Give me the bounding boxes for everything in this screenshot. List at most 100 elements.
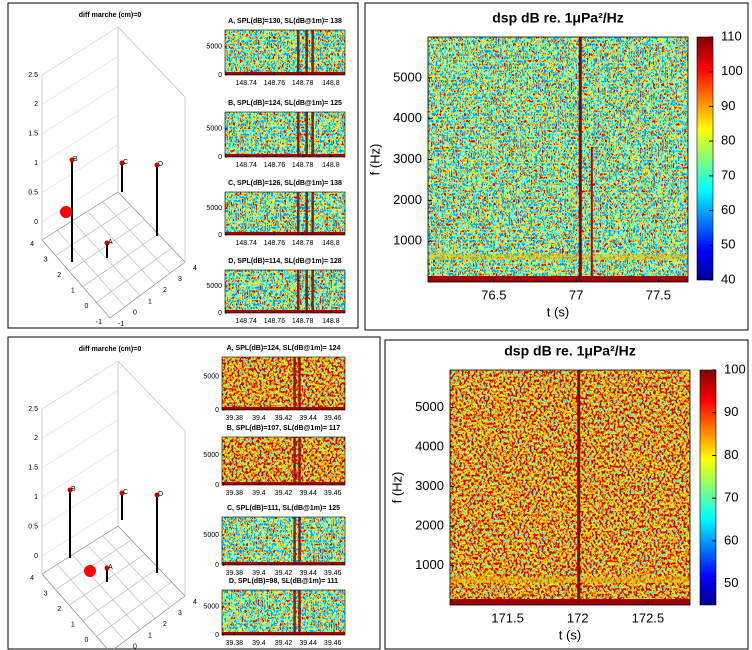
scene-edge [117,191,186,263]
colorbar-tick-label: 50 [721,237,735,252]
z-grid-line [41,507,119,557]
colorbar-tick-label: 100 [724,361,746,376]
y-tick-label: 1000 [393,233,422,248]
hydrophone-label: D [158,161,163,168]
spectrogram-title: D, SPL(dB)=114, SL(dB@1m)= 128 [228,258,342,265]
axes-box [224,269,346,314]
x-tick-label: 39.44 [299,490,317,497]
spectrogram [222,517,345,565]
hydrophone [69,157,75,163]
low-band [225,72,345,75]
click [298,590,301,635]
scene-edge [87,210,156,285]
y-tick-label: 2 [163,621,167,628]
spectrogram-title: D, SPL(dB)=98, SL(dB@1m)= 111 [229,578,338,585]
colorbar-tick-label: 100 [721,63,743,78]
x-tick-label: 39.38 [226,570,244,577]
y-tick-label: 0 [133,310,137,317]
scene-edge [87,544,156,619]
x-tick-label: 172 [567,610,589,625]
x-tick-label: 3 [44,590,48,597]
axes-box [224,111,346,158]
click [297,270,300,313]
colorbar-tick-label: 50 [724,575,738,590]
y-tick-label: 4 [193,265,197,272]
x-tick-label: 2 [57,272,61,279]
hydrophone [119,160,125,166]
click [305,192,308,235]
z-tick-label: 1.5 [28,465,38,472]
z-grid-line [41,173,119,223]
spectrogram [450,370,690,605]
z-tick-label: 1 [34,494,38,501]
scene-edge [41,525,119,575]
scene-edge [117,525,186,597]
click [293,357,296,410]
hydrophone-label: B [71,486,76,493]
x-tick-label: 4 [30,575,34,582]
spectrogram [225,112,345,157]
spectrogram-title: C, SPL(dB)=111, SL(dB@1m)= 125 [227,505,340,512]
source [84,565,96,577]
source [60,206,72,218]
click [590,147,593,282]
scene-edge [41,573,109,650]
z-tick-label: 2.5 [28,72,38,79]
y-axis-label: f (Hz) [389,472,404,504]
click [293,517,296,565]
y-tick-label: 5000 [203,452,219,459]
x-tick-label: 39.4 [252,640,266,647]
colorbar-tick-label: 110 [721,28,742,43]
scene-edge [55,539,132,590]
y-tick-label: 5000 [203,374,219,381]
low-band [225,310,345,313]
y-tick-label: 0 [218,72,222,79]
x-tick-label: 148.78 [292,162,314,169]
x-tick-label: 39.38 [226,640,244,647]
y-tick-label: 5000 [206,44,222,51]
x-axis-label: t (s) [559,627,581,642]
z-grid-line [41,144,119,193]
colorbar [696,36,714,281]
x-tick-label: 76.5 [481,287,506,302]
x-tick-label: 39.46 [324,490,342,497]
click [293,437,296,485]
click [311,30,314,75]
y-tick-label: 0 [218,310,222,317]
z-grid-line [41,360,119,410]
x-tick-label: 148.76 [264,318,286,325]
panel-border [364,2,749,331]
z-tick-label: 0.5 [28,189,38,196]
scene-edge [109,261,186,319]
x-tick-label: 39.46 [324,570,342,577]
x-tick-label: 148.8 [322,80,340,87]
plot-title: dsp dB re. 1μPa²/Hz [492,10,623,26]
click [577,370,581,605]
scene-title: diff marche (cm)=0 [79,12,142,19]
y-tick-label: 4 [193,599,197,606]
x-tick-label: 148.78 [292,318,314,325]
x-tick-label: 39.42 [275,640,293,647]
spectrogram-title: A, SPL(dB)=130, SL(dB@1m)= 138 [228,18,342,25]
x-tick-label: 148.76 [264,162,286,169]
x-tick-label: 148.76 [264,240,286,247]
x-tick-label: 39.42 [275,415,293,422]
z-grid-line [41,478,119,527]
spectrogram [225,270,345,313]
scene-edge [102,201,171,274]
x-tick-label: 39.38 [226,415,244,422]
y-tick-label: 5000 [203,604,219,611]
y-tick-label: -1 [118,321,124,328]
hydrophone [104,565,110,571]
z-grid-line [41,419,119,469]
x-tick-label: 2 [57,606,61,613]
y-tick-label: 0 [215,632,219,639]
x-tick-label: 1 [71,288,75,295]
hydrophone-label: B [73,156,78,163]
x-tick-label: 39.46 [324,415,342,422]
y-tick-label: 5000 [206,283,222,290]
y-axis-label: f (Hz) [367,144,382,176]
y-tick-label: 5000 [206,126,222,133]
x-tick-label: 148.74 [235,240,257,247]
